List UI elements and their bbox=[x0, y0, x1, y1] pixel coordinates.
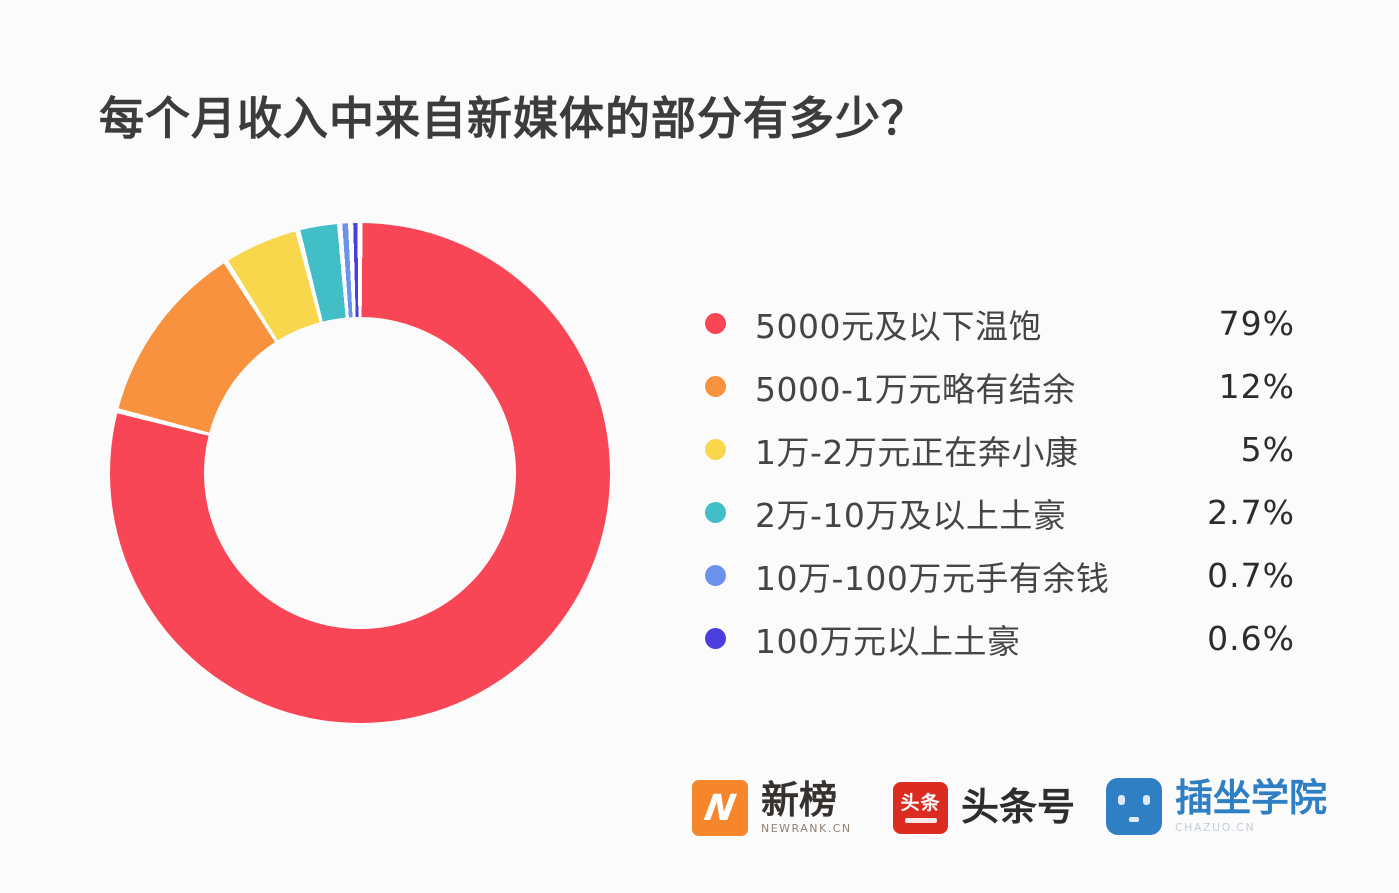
legend-color-dot-icon bbox=[705, 565, 726, 586]
legend-color-dot-icon bbox=[705, 376, 726, 397]
chart-legend: 5000元及以下温饱 79% 5000-1万元略有结余 12% 1万-2万元正在… bbox=[705, 292, 1295, 670]
chazuo-logo-subtext: CHAZUO.CN bbox=[1175, 820, 1256, 834]
legend-value: 79% bbox=[1218, 304, 1295, 343]
legend-item: 2万-10万及以上土豪 2.7% bbox=[705, 481, 1295, 544]
legend-item: 10万-100万元手有余钱 0.7% bbox=[705, 544, 1295, 607]
robot-left-eye-icon bbox=[1118, 795, 1125, 805]
legend-value: 2.7% bbox=[1207, 493, 1295, 532]
toutiao-logo: 头条 头条号 bbox=[893, 782, 1075, 834]
legend-label: 100万元以上土豪 bbox=[755, 621, 1021, 661]
legend-value: 5% bbox=[1240, 430, 1295, 469]
robot-mouth-icon bbox=[1129, 817, 1139, 822]
chazuo-logo-text: 插坐学院 bbox=[1175, 776, 1328, 821]
legend-label: 1万-2万元正在奔小康 bbox=[755, 432, 1079, 472]
legend-item: 5000元及以下温饱 79% bbox=[705, 292, 1295, 355]
toutiao-icon-bar bbox=[904, 817, 937, 823]
toutiao-logo-text: 头条号 bbox=[961, 785, 1076, 830]
newrank-logo-subtext: NEWRANK.CN bbox=[761, 822, 852, 836]
legend-color-dot-icon bbox=[705, 502, 726, 523]
legend-label: 2万-10万及以上土豪 bbox=[755, 495, 1067, 535]
legend-label: 10万-100万元手有余钱 bbox=[755, 558, 1110, 598]
toutiao-icon-text: 头条 bbox=[900, 791, 941, 814]
legend-item: 100万元以上土豪 0.6% bbox=[705, 607, 1295, 670]
toutiao-icon: 头条 bbox=[893, 782, 948, 834]
legend-value: 0.6% bbox=[1207, 619, 1295, 658]
legend-item: 5000-1万元略有结余 12% bbox=[705, 355, 1295, 418]
page-title: 每个月收入中来自新媒体的部分有多少？ bbox=[99, 92, 928, 145]
newrank-n-icon: N bbox=[692, 780, 748, 836]
chazuo-robot-icon bbox=[1106, 778, 1162, 835]
legend-item: 1万-2万元正在奔小康 5% bbox=[705, 418, 1295, 481]
legend-label: 5000-1万元略有结余 bbox=[755, 369, 1076, 409]
legend-value: 12% bbox=[1218, 367, 1295, 406]
newrank-logo-text: 新榜 bbox=[761, 777, 838, 822]
robot-right-eye-icon bbox=[1143, 795, 1150, 805]
donut-hole bbox=[204, 317, 516, 629]
legend-value: 0.7% bbox=[1207, 556, 1295, 595]
donut-chart bbox=[110, 223, 610, 723]
newrank-logo: N 新榜 NEWRANK.CN bbox=[692, 780, 852, 836]
legend-color-dot-icon bbox=[705, 628, 726, 649]
chazuo-logo: 插坐学院 CHAZUO.CN bbox=[1106, 778, 1327, 835]
legend-color-dot-icon bbox=[705, 439, 726, 460]
legend-label: 5000元及以下温饱 bbox=[755, 306, 1042, 346]
legend-color-dot-icon bbox=[705, 313, 726, 334]
